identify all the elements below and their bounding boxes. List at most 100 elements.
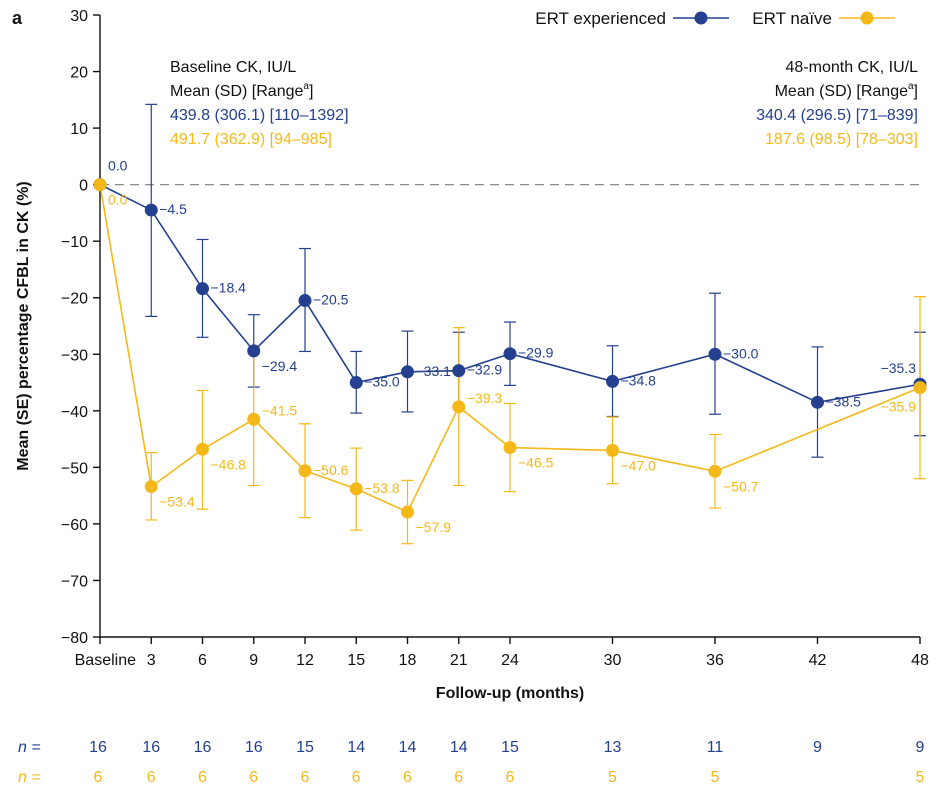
- ert-experienced-data-label: −33.1: [416, 363, 452, 379]
- legend-marker-ert-naive: [860, 11, 874, 25]
- x-tick-label: 30: [604, 652, 622, 669]
- y-tick-label: −30: [61, 347, 88, 364]
- ert-experienced-data-label: −18.4: [211, 280, 247, 296]
- ert-experienced-n-value: 9: [813, 739, 822, 756]
- ert-experienced-data-label: −35.3: [881, 360, 917, 376]
- data-labels-layer: 0.0 −4.5 −18.4 −29.4 −20.5 −35.0 −33.1 −32.9 −29…: [108, 158, 916, 535]
- ert-experienced-point: [247, 344, 261, 358]
- ert-naive-data-label: −39.3: [467, 390, 503, 406]
- x-tick-label: Baseline: [75, 652, 136, 669]
- ert-naive-point: [913, 381, 927, 395]
- legend-label-ert-naive: ERT naïve: [752, 9, 832, 28]
- y-tick-label: −60: [61, 517, 88, 534]
- ert-experienced-point: [811, 395, 824, 409]
- ert-naive-line: [99, 184, 921, 514]
- baseline-ck-superscript: a: [303, 81, 309, 92]
- ert-naive-point: [93, 178, 107, 192]
- ert-naive-data-label: −53.4: [159, 494, 195, 510]
- y-tick-label: −80: [61, 630, 88, 647]
- baseline-ck-subtitle: Mean (SD) [Rangea]: [170, 81, 313, 100]
- ert-experienced-data-label: −34.8: [621, 372, 657, 388]
- ert-experienced-point: [606, 374, 619, 388]
- n-at-risk-table: n = 16 16 16 16 15 14 14 14 15 13 11 9 9 n = 6 6 6 6 6 6 6 6 6 5…: [18, 739, 925, 786]
- ert-naive-point: [349, 482, 363, 496]
- ert-naive-n-value: 6: [198, 769, 207, 786]
- series-layer: [93, 103, 927, 545]
- ert-experienced-data-label: −20.5: [313, 292, 349, 308]
- ert-experienced-point: [503, 347, 517, 361]
- y-tick-label: 10: [70, 121, 88, 138]
- legend: ERT experienced ERT naïve: [535, 9, 895, 28]
- month48-ck-subtitle: Mean (SD) [Rangea]: [775, 81, 918, 100]
- baseline-ck-naive: 491.7 (362.9) [94–985]: [170, 131, 332, 148]
- baseline-ck-close-bracket: ]: [309, 83, 313, 100]
- x-tick-label: 15: [347, 652, 365, 669]
- month48-ck-annotation: 48-month CK, IU/L Mean (SD) [Rangea] 340…: [756, 59, 918, 148]
- ert-experienced-n-value: 16: [245, 739, 263, 756]
- ert-naive-n-label: n =: [18, 769, 41, 786]
- ert-experienced-n-value: 15: [501, 739, 519, 756]
- ert-naive-point: [606, 443, 619, 457]
- x-tick-label: 12: [296, 652, 314, 669]
- ert-naive-data-label: −50.7: [723, 478, 759, 494]
- ert-experienced-n-label: n =: [18, 739, 41, 756]
- x-tick-label: 24: [501, 652, 519, 669]
- x-tick-label: 6: [198, 652, 207, 669]
- ert-experienced-point: [349, 376, 363, 390]
- ert-experienced-point: [708, 347, 722, 361]
- ert-naive-n-value: 5: [711, 769, 720, 786]
- ert-naive-point: [247, 412, 261, 426]
- ert-naive-n-value: 6: [301, 769, 310, 786]
- ert-experienced-data-label: −35.0: [364, 374, 400, 390]
- x-tick-label: 9: [249, 652, 258, 669]
- ert-experienced-n-value: 13: [604, 739, 622, 756]
- y-tick-label: 20: [70, 65, 88, 82]
- ert-experienced-data-label: −4.5: [159, 201, 187, 217]
- ert-experienced-n-value: 16: [89, 739, 107, 756]
- ert-experienced-n-value: 11: [707, 739, 724, 756]
- ert-experienced-n-value: 16: [142, 739, 160, 756]
- ert-naive-data-label: −35.9: [881, 399, 917, 415]
- legend-label-ert-experienced: ERT experienced: [535, 9, 666, 28]
- month48-ck-superscript: a: [908, 81, 914, 92]
- ert-naive-n-value: 6: [506, 769, 515, 786]
- ert-naive-point: [196, 442, 209, 456]
- month48-ck-subtitle-text: Mean (SD) [Range: [775, 83, 908, 100]
- ert-experienced-n-value: 15: [296, 739, 314, 756]
- ert-naive-n-value: 6: [454, 769, 463, 786]
- baseline-ck-experienced: 439.8 (306.1) [110–1392]: [170, 107, 349, 124]
- ert-naive-n-value: 5: [916, 769, 925, 786]
- ert-naive-point: [298, 464, 312, 478]
- ert-experienced-n-value: 16: [194, 739, 212, 756]
- ert-naive-data-label: −41.5: [262, 402, 298, 418]
- ert-naive-point: [401, 505, 414, 519]
- x-axis-title: Follow-up (months): [436, 685, 584, 702]
- x-tick-label: 42: [809, 652, 827, 669]
- ert-experienced-point: [144, 203, 158, 217]
- ert-experienced-n-value: 14: [399, 739, 417, 756]
- y-tick-label: −10: [61, 234, 88, 251]
- y-tick-label: 0: [79, 178, 88, 195]
- ert-naive-data-label: −46.8: [211, 456, 247, 472]
- ert-experienced-data-label: −30.0: [723, 345, 759, 361]
- ert-experienced-data-label: −38.5: [826, 393, 862, 409]
- ert-naive-n-value: 6: [94, 769, 103, 786]
- x-tick-label: 21: [450, 652, 468, 669]
- ert-naive-point: [452, 400, 466, 414]
- ert-naive-data-label: 0.0: [108, 192, 128, 208]
- ert-experienced-point: [298, 294, 312, 308]
- ert-experienced-data-label: −29.9: [518, 345, 554, 361]
- x-tick-label: 36: [706, 652, 724, 669]
- ert-experienced-n-value: 14: [450, 739, 468, 756]
- y-tick-label: 30: [70, 8, 88, 25]
- baseline-ck-annotation: Baseline CK, IU/L Mean (SD) [Rangea] 439…: [170, 59, 349, 148]
- month48-ck-naive: 187.6 (98.5) [78–303]: [765, 131, 918, 148]
- ert-experienced-point: [196, 282, 209, 296]
- ert-experienced-point: [452, 364, 466, 378]
- x-tick-label: 48: [911, 652, 929, 669]
- ert-naive-point: [144, 480, 158, 494]
- ert-naive-n-value: 6: [403, 769, 412, 786]
- x-tick-label: 3: [147, 652, 156, 669]
- ert-experienced-n-value: 9: [916, 739, 925, 756]
